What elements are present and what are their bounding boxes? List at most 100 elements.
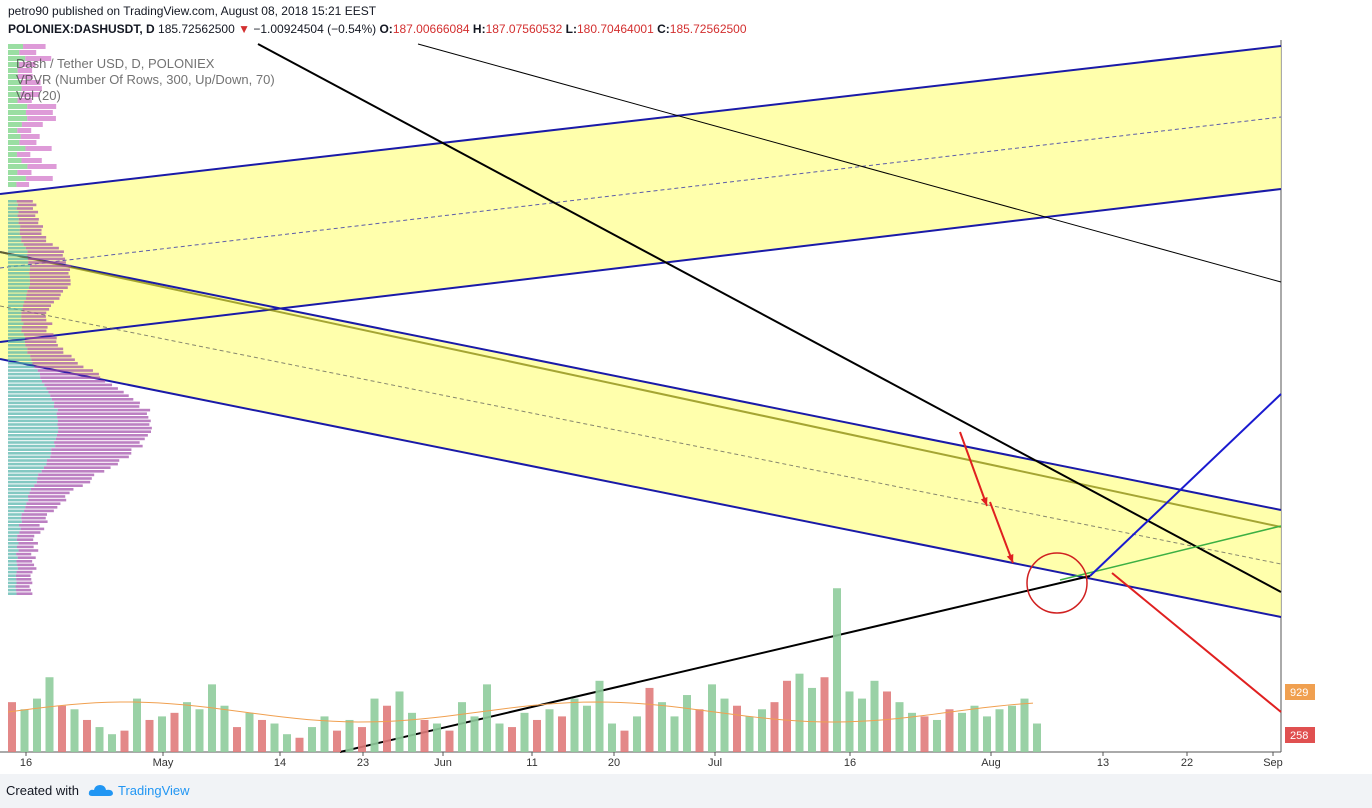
volume-bar: [421, 720, 429, 752]
vpvr-down-bar: [27, 104, 56, 109]
volume-bar: [396, 691, 404, 752]
vpvr-down-bar: [21, 312, 46, 315]
vpvr-down-bar: [16, 578, 31, 581]
vpvr-down-bar: [51, 448, 131, 451]
vpvr-up-bar: [8, 229, 20, 232]
vpvr-down-bar: [22, 308, 49, 311]
vpvr-up-bar: [8, 200, 17, 203]
vpvr-up-bar: [8, 340, 25, 343]
vpvr-down-bar: [25, 146, 51, 151]
vpvr-down-bar: [54, 402, 140, 405]
volume-bar: [483, 684, 491, 752]
vpvr-up-bar: [8, 297, 26, 300]
volume-bar: [833, 588, 841, 752]
vpvr-down-bar: [29, 286, 68, 289]
vpvr-up-bar: [8, 110, 26, 115]
volume-bar: [21, 709, 29, 752]
vpvr-down-bar: [21, 315, 46, 318]
tradingview-link[interactable]: TradingView: [118, 783, 190, 798]
vpvr-down-bar: [25, 506, 57, 509]
volume-bar: [771, 702, 779, 752]
vpvr-up-bar: [8, 470, 42, 473]
vpvr-down-bar: [21, 330, 46, 333]
volume-bar: [446, 731, 454, 752]
vpvr-label[interactable]: VPVR (Number Of Rows, 300, Up/Down, 70): [16, 72, 275, 87]
vpvr-down-bar: [19, 531, 40, 534]
time-tick-label: 22: [1181, 757, 1193, 769]
vpvr-up-bar: [8, 477, 37, 480]
vpvr-up-bar: [8, 492, 30, 495]
vpvr-up-bar: [8, 423, 57, 426]
volume-bar: [908, 713, 916, 752]
volume-bar: [871, 681, 879, 752]
vpvr-up-bar: [8, 546, 17, 549]
vpvr-down-bar: [51, 452, 131, 455]
volume-bar: [733, 706, 741, 752]
vpvr-down-bar: [20, 229, 42, 232]
vpvr-up-bar: [8, 290, 27, 293]
volume-bar: [271, 724, 279, 752]
volume-bar: [996, 709, 1004, 752]
vpvr-down-bar: [25, 344, 57, 347]
vpvr-down-bar: [20, 225, 43, 228]
volume-bar: [821, 677, 829, 752]
vpvr-down-bar: [18, 542, 37, 545]
volume-bar: [58, 706, 66, 752]
vpvr-up-bar: [8, 384, 44, 387]
low-value: 180.70464001: [577, 22, 654, 36]
vpvr-up-bar: [8, 553, 16, 556]
vpvr-up-bar: [8, 366, 34, 369]
vpvr-up-bar: [8, 164, 27, 169]
vpvr-down-bar: [32, 362, 77, 365]
vpvr-down-bar: [58, 430, 151, 433]
vpvr-down-bar: [22, 158, 42, 163]
vpvr-down-bar: [17, 592, 33, 595]
vpvr-down-bar: [42, 470, 105, 473]
publisher-line: petro90 published on TradingView.com, Au…: [8, 4, 376, 18]
volume-bar: [233, 727, 241, 752]
volume-bar: [608, 724, 616, 752]
vpvr-up-bar: [8, 351, 27, 354]
vpvr-up-bar: [8, 301, 24, 304]
vpvr-up-bar: [8, 176, 26, 181]
vpvr-down-bar: [46, 387, 117, 390]
tradingview-cloud-icon: [88, 783, 114, 797]
vpvr-up-bar: [8, 243, 24, 246]
vpvr-up-bar: [8, 261, 28, 264]
vpvr-up-bar: [8, 416, 57, 419]
vpvr-down-bar: [22, 520, 48, 523]
vpvr-down-bar: [50, 394, 128, 397]
volume-bar: [521, 713, 529, 752]
vpvr-down-bar: [17, 128, 31, 133]
vpvr-down-bar: [30, 276, 70, 279]
price-chart[interactable]: 460.00000000420.00000000400.00000000380.…: [0, 40, 1372, 772]
time-tick-label: 20: [608, 757, 620, 769]
volume-bar: [708, 684, 716, 752]
volume-bar: [646, 688, 654, 752]
vpvr-up-bar: [8, 240, 21, 243]
volume-bar: [208, 684, 216, 752]
high-label: H:: [473, 22, 486, 36]
vpvr-up-bar: [8, 322, 24, 325]
price-axis-panel: [1281, 40, 1372, 772]
vpvr-up-bar: [8, 294, 26, 297]
volume-bar: [558, 716, 566, 752]
vpvr-down-bar: [18, 567, 36, 570]
vpvr-down-bar: [19, 218, 39, 221]
volume-indicator-label[interactable]: Vol (20): [16, 88, 61, 103]
volume-bar: [658, 702, 666, 752]
vpvr-down-bar: [21, 240, 46, 243]
vpvr-up-bar: [8, 434, 57, 437]
vpvr-up-bar: [8, 510, 24, 513]
vpvr-down-bar: [23, 304, 51, 307]
vpvr-down-bar: [50, 456, 129, 459]
volume-bar: [683, 695, 691, 752]
vpvr-down-bar: [17, 582, 33, 585]
vpvr-down-bar: [27, 348, 63, 351]
vpvr-up-bar: [8, 319, 21, 322]
vpvr-down-bar: [21, 319, 46, 322]
vpvr-down-bar: [44, 466, 111, 469]
close-label: C:: [657, 22, 670, 36]
vpvr-down-bar: [19, 50, 36, 55]
volume-bar: [496, 724, 504, 752]
